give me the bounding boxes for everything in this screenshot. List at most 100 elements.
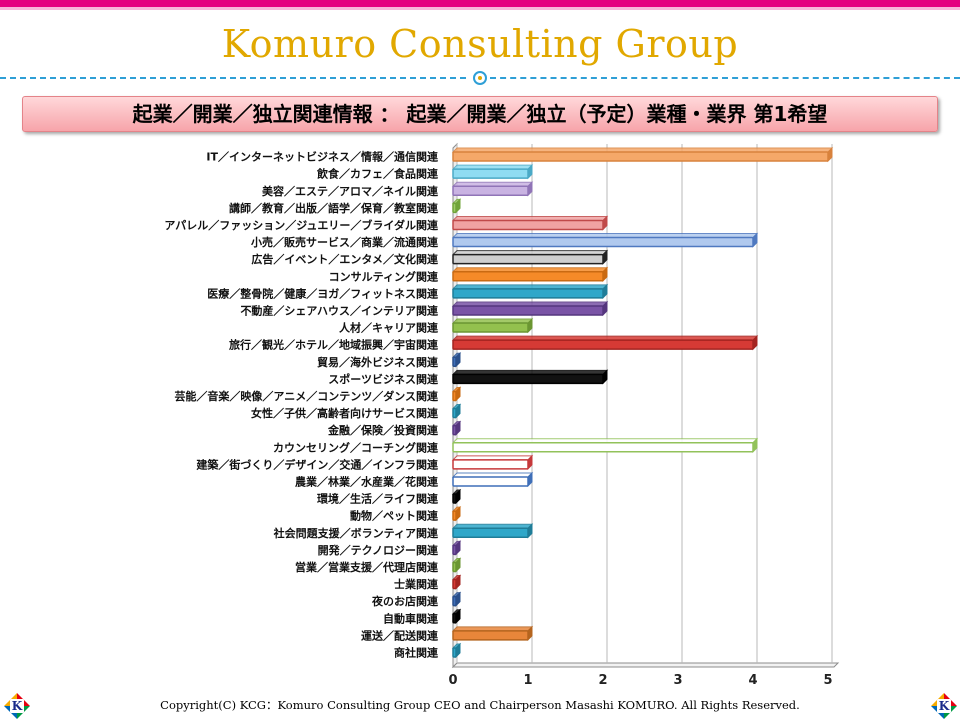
category-label: アパレル／ファッション／ジュエリー／ブライダル関連 [164, 218, 439, 232]
bar [451, 540, 462, 556]
x-tick-label: 2 [598, 673, 607, 688]
bar-front-face [452, 442, 754, 453]
bar-front-face [452, 219, 604, 231]
bar-front-face [452, 288, 604, 299]
title-rule-right [490, 77, 960, 79]
category-label: 自動車関連 [383, 611, 439, 625]
bar-front-face [452, 561, 457, 573]
bar [451, 215, 609, 231]
bar [451, 488, 462, 505]
bar [451, 403, 462, 419]
category-label: 開発／テクノロジー関連 [318, 543, 439, 557]
category-label: 飲食／カフェ／食品関連 [316, 167, 439, 181]
bar [451, 181, 534, 197]
category-label: 金融／保険／投資関連 [327, 423, 439, 437]
category-label: 講師／教育／出版／語学／保育／教室関連 [229, 201, 439, 215]
bar-front-face [452, 236, 754, 248]
bar-front-face [452, 305, 604, 316]
bar [451, 437, 759, 453]
bar [451, 300, 609, 317]
category-label: 不動産／シェアハウス／インテリア関連 [240, 303, 439, 317]
footer-bar [0, 693, 960, 720]
title-rule-ornament [473, 71, 487, 85]
bar [451, 163, 534, 180]
x-tick-label: 3 [673, 673, 682, 688]
category-label: 芸能／音楽／映像／アニメ／コンテンツ／ダンス関連 [174, 389, 439, 403]
section-banner: 起業／開業／独立関連情報 ： 起業／開業／独立（予定）業種・業界 第1希望 [22, 96, 938, 132]
category-label: 社会問題支援／ボランティア関連 [273, 526, 439, 540]
bar-front-face [452, 339, 754, 350]
bar-front-face [452, 253, 604, 265]
bar-front-face [452, 459, 529, 470]
bar [451, 625, 534, 642]
title-rule-left [0, 77, 466, 79]
k-logo-left-letter: K [10, 699, 24, 713]
category-label: 農業／林業／水産業／花関連 [295, 474, 439, 488]
bar [451, 369, 609, 385]
bar-front-face [452, 493, 457, 504]
category-label: 女性／子供／高齢者向けサービス関連 [251, 406, 439, 420]
bar-front-face [452, 595, 457, 607]
bar [451, 523, 534, 539]
category-label: 運送／配送関連 [361, 628, 439, 642]
bar [451, 386, 462, 402]
bar-front-face [452, 527, 529, 538]
bar [451, 232, 759, 248]
category-label: スポーツビジネス関連 [328, 372, 439, 386]
bar [451, 146, 834, 163]
category-label: 美容／エステ／アロマ／ネイル関連 [262, 184, 439, 198]
category-label: 営業／営業支援／代理店関連 [295, 560, 439, 574]
category-label: 小売／販売サービス／商業／流通関連 [250, 235, 439, 249]
bar [451, 591, 462, 607]
x-tick-label: 1 [523, 673, 532, 688]
bar-front-face [452, 322, 529, 333]
page-title: Komuro Consulting Group [221, 22, 739, 66]
bar-front-face [452, 544, 457, 556]
bar [451, 642, 462, 659]
category-label: 広告／イベント／エンタメ／文化関連 [251, 252, 439, 266]
bar [451, 505, 462, 522]
bar [451, 608, 462, 624]
bar-front-face [452, 407, 457, 419]
x-tick-label: 5 [823, 673, 832, 688]
bar-front-face [452, 390, 457, 402]
category-label: 旅行／観光／ホテル／地域振興／宇宙関連 [229, 338, 439, 352]
bar-front-face [452, 613, 457, 624]
bar-front-face [452, 647, 457, 658]
bar-front-face [452, 630, 529, 641]
bar-front-face [452, 151, 829, 162]
category-label: カウンセリング／コーチング関連 [273, 440, 439, 454]
bar [451, 420, 462, 436]
category-label: 商社関連 [394, 645, 439, 659]
bar [451, 574, 462, 590]
bar-front-face [452, 476, 529, 487]
x-tick-label: 0 [448, 673, 457, 688]
bar-front-face [452, 373, 604, 385]
bar-front-face [452, 202, 457, 214]
category-label: 建築／街づくり／デザイン／交通／インフラ関連 [196, 457, 439, 471]
category-label: コンサルティング関連 [329, 269, 439, 283]
bar [451, 266, 609, 282]
bar-front-face [452, 185, 529, 196]
bar [451, 352, 462, 368]
bar-front-face [452, 424, 457, 436]
top-accent-band [0, 0, 960, 7]
bar [451, 249, 609, 265]
bar [451, 557, 462, 573]
bar [451, 198, 462, 214]
bar [451, 471, 534, 488]
x-tick-label: 4 [748, 673, 757, 688]
chart-floor [451, 662, 840, 668]
category-label: 人材／キャリア関連 [339, 321, 439, 335]
top-accent-stripe [0, 7, 960, 10]
bar-front-face [452, 578, 457, 590]
bar-front-face [452, 356, 457, 367]
category-label: 貿易／海外ビジネス関連 [317, 355, 439, 369]
category-label: 動物／ペット関連 [350, 509, 439, 523]
category-label: 医療／整骨院／健康／ヨガ／フィットネス関連 [207, 286, 439, 300]
copyright-text: Copyright(C) KCG：Komuro Consulting Group… [160, 698, 800, 712]
k-logo-right-letter: K [937, 699, 951, 713]
bar [451, 334, 759, 351]
bar [451, 283, 609, 300]
